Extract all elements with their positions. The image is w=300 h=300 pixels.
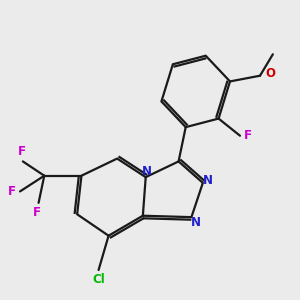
Text: N: N — [203, 173, 213, 187]
Text: F: F — [8, 185, 16, 198]
Text: F: F — [17, 145, 26, 158]
Text: N: N — [191, 216, 201, 229]
Text: Cl: Cl — [92, 273, 105, 286]
Text: F: F — [244, 129, 252, 142]
Text: N: N — [142, 166, 152, 178]
Text: O: O — [265, 67, 275, 80]
Text: F: F — [33, 206, 41, 219]
